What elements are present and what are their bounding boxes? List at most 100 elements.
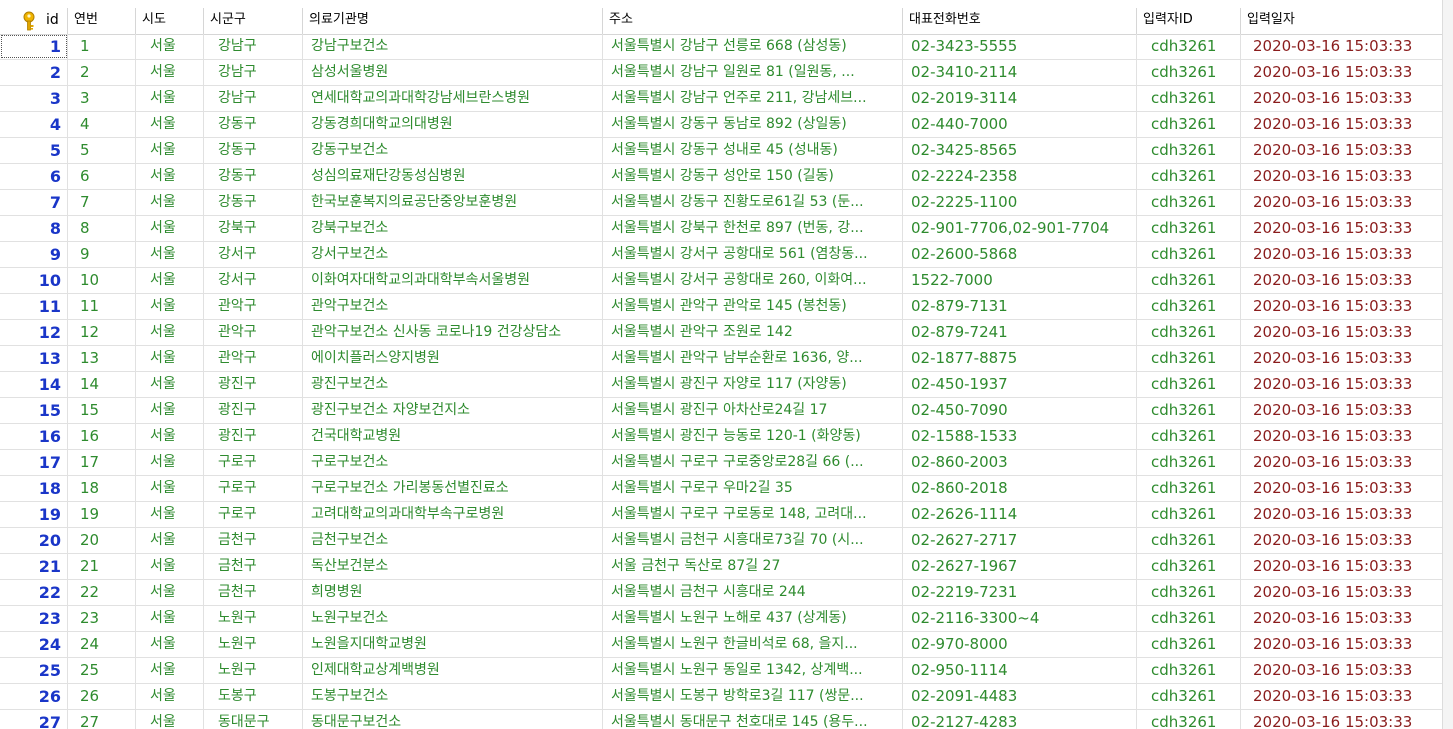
- cell-institution[interactable]: 도봉구보건소: [303, 684, 603, 709]
- cell-sido[interactable]: 서울: [136, 710, 204, 729]
- cell-id[interactable]: 1: [0, 34, 68, 59]
- cell-entry-date[interactable]: 2020-03-16 15:03:33: [1241, 112, 1443, 137]
- cell-sigungu[interactable]: 광진구: [204, 424, 303, 449]
- cell-seq[interactable]: 5: [68, 138, 136, 163]
- cell-seq[interactable]: 26: [68, 684, 136, 709]
- cell-address[interactable]: 서울특별시 강서구 공항대로 260, 이화여...: [603, 268, 903, 293]
- cell-sigungu[interactable]: 노원구: [204, 658, 303, 683]
- cell-address[interactable]: 서울특별시 광진구 자양로 117 (자양동): [603, 372, 903, 397]
- cell-institution[interactable]: 광진구보건소 자양보건지소: [303, 398, 603, 423]
- cell-seq[interactable]: 15: [68, 398, 136, 423]
- table-row[interactable]: 8 8 서울 강북구 강북구보건소 서울특별시 강북구 한천로 897 (번동, 강...…: [0, 216, 1443, 242]
- cell-entry-date[interactable]: 2020-03-16 15:03:33: [1241, 320, 1443, 345]
- cell-sigungu[interactable]: 노원구: [204, 606, 303, 631]
- cell-sigungu[interactable]: 관악구: [204, 346, 303, 371]
- column-header-id[interactable]: id: [0, 8, 68, 34]
- cell-user-id[interactable]: cdh3261: [1137, 34, 1241, 59]
- cell-user-id[interactable]: cdh3261: [1137, 320, 1241, 345]
- cell-phone[interactable]: 02-860-2003: [903, 450, 1137, 475]
- cell-sido[interactable]: 서울: [136, 632, 204, 657]
- cell-institution[interactable]: 건국대학교병원: [303, 424, 603, 449]
- cell-sido[interactable]: 서울: [136, 34, 204, 59]
- cell-sido[interactable]: 서울: [136, 86, 204, 111]
- cell-sido[interactable]: 서울: [136, 658, 204, 683]
- cell-entry-date[interactable]: 2020-03-16 15:03:33: [1241, 346, 1443, 371]
- cell-institution[interactable]: 강북구보건소: [303, 216, 603, 241]
- cell-phone[interactable]: 02-1877-8875: [903, 346, 1137, 371]
- cell-seq[interactable]: 27: [68, 710, 136, 729]
- table-row[interactable]: 21 21 서울 금천구 독산보건분소 서울 금천구 독산로 87길 27 02-2627-…: [0, 554, 1443, 580]
- cell-user-id[interactable]: cdh3261: [1137, 112, 1241, 137]
- cell-phone[interactable]: 02-2600-5868: [903, 242, 1137, 267]
- cell-institution[interactable]: 노원구보건소: [303, 606, 603, 631]
- cell-address[interactable]: 서울특별시 강동구 성안로 150 (길동): [603, 164, 903, 189]
- cell-user-id[interactable]: cdh3261: [1137, 86, 1241, 111]
- cell-id[interactable]: 19: [0, 502, 68, 527]
- cell-seq[interactable]: 19: [68, 502, 136, 527]
- column-header-institution[interactable]: 의료기관명: [303, 8, 603, 34]
- cell-phone[interactable]: 02-450-7090: [903, 398, 1137, 423]
- cell-sido[interactable]: 서울: [136, 138, 204, 163]
- cell-user-id[interactable]: cdh3261: [1137, 294, 1241, 319]
- cell-sido[interactable]: 서울: [136, 112, 204, 137]
- cell-phone[interactable]: 02-2019-3114: [903, 86, 1137, 111]
- cell-user-id[interactable]: cdh3261: [1137, 190, 1241, 215]
- cell-sigungu[interactable]: 강남구: [204, 86, 303, 111]
- table-row[interactable]: 14 14 서울 광진구 광진구보건소 서울특별시 광진구 자양로 117 (자양동) 02…: [0, 372, 1443, 398]
- cell-sigungu[interactable]: 동대문구: [204, 710, 303, 729]
- cell-sigungu[interactable]: 금천구: [204, 580, 303, 605]
- cell-entry-date[interactable]: 2020-03-16 15:03:33: [1241, 372, 1443, 397]
- cell-address[interactable]: 서울특별시 강동구 진황도로61길 53 (둔...: [603, 190, 903, 215]
- cell-sigungu[interactable]: 강남구: [204, 34, 303, 59]
- cell-entry-date[interactable]: 2020-03-16 15:03:33: [1241, 86, 1443, 111]
- cell-seq[interactable]: 9: [68, 242, 136, 267]
- cell-sigungu[interactable]: 광진구: [204, 372, 303, 397]
- cell-sigungu[interactable]: 강남구: [204, 60, 303, 85]
- cell-institution[interactable]: 고려대학교의과대학부속구로병원: [303, 502, 603, 527]
- cell-sigungu[interactable]: 관악구: [204, 294, 303, 319]
- cell-address[interactable]: 서울특별시 노원구 동일로 1342, 상계백...: [603, 658, 903, 683]
- table-row[interactable]: 6 6 서울 강동구 성심의료재단강동성심병원 서울특별시 강동구 성안로 150 (길동…: [0, 164, 1443, 190]
- cell-sido[interactable]: 서울: [136, 424, 204, 449]
- table-row[interactable]: 25 25 서울 노원구 인제대학교상계백병원 서울특별시 노원구 동일로 1342, 상…: [0, 658, 1443, 684]
- cell-sigungu[interactable]: 강서구: [204, 268, 303, 293]
- cell-address[interactable]: 서울특별시 강남구 선릉로 668 (삼성동): [603, 34, 903, 59]
- cell-id[interactable]: 11: [0, 294, 68, 319]
- cell-institution[interactable]: 강동구보건소: [303, 138, 603, 163]
- cell-phone[interactable]: 02-970-8000: [903, 632, 1137, 657]
- cell-seq[interactable]: 11: [68, 294, 136, 319]
- cell-address[interactable]: 서울특별시 도봉구 방학로3길 117 (쌍문...: [603, 684, 903, 709]
- cell-address[interactable]: 서울특별시 구로구 구로동로 148, 고려대...: [603, 502, 903, 527]
- cell-institution[interactable]: 강남구보건소: [303, 34, 603, 59]
- table-row[interactable]: 13 13 서울 관악구 에이치플러스양지병원 서울특별시 관악구 남부순환로 1636,…: [0, 346, 1443, 372]
- cell-sido[interactable]: 서울: [136, 294, 204, 319]
- cell-entry-date[interactable]: 2020-03-16 15:03:33: [1241, 580, 1443, 605]
- cell-address[interactable]: 서울특별시 광진구 아차산로24길 17: [603, 398, 903, 423]
- cell-institution[interactable]: 노원을지대학교병원: [303, 632, 603, 657]
- cell-entry-date[interactable]: 2020-03-16 15:03:33: [1241, 242, 1443, 267]
- cell-id[interactable]: 9: [0, 242, 68, 267]
- cell-seq[interactable]: 7: [68, 190, 136, 215]
- table-row[interactable]: 3 3 서울 강남구 연세대학교의과대학강남세브란스병원 서울특별시 강남구 언주로 21…: [0, 86, 1443, 112]
- cell-id[interactable]: 4: [0, 112, 68, 137]
- cell-id[interactable]: 16: [0, 424, 68, 449]
- cell-address[interactable]: 서울특별시 관악구 조원로 142: [603, 320, 903, 345]
- cell-sido[interactable]: 서울: [136, 268, 204, 293]
- cell-address[interactable]: 서울특별시 강동구 동남로 892 (상일동): [603, 112, 903, 137]
- cell-institution[interactable]: 희명병원: [303, 580, 603, 605]
- cell-sigungu[interactable]: 도봉구: [204, 684, 303, 709]
- cell-sigungu[interactable]: 관악구: [204, 320, 303, 345]
- table-row[interactable]: 19 19 서울 구로구 고려대학교의과대학부속구로병원 서울특별시 구로구 구로동로 1…: [0, 502, 1443, 528]
- table-row[interactable]: 12 12 서울 관악구 관악구보건소 신사동 코로나19 건강상담소 서울특별시 관악구…: [0, 320, 1443, 346]
- cell-sido[interactable]: 서울: [136, 346, 204, 371]
- column-header-seq[interactable]: 연번: [68, 8, 136, 34]
- cell-entry-date[interactable]: 2020-03-16 15:03:33: [1241, 502, 1443, 527]
- cell-seq[interactable]: 16: [68, 424, 136, 449]
- cell-sido[interactable]: 서울: [136, 580, 204, 605]
- cell-phone[interactable]: 1522-7000: [903, 268, 1137, 293]
- cell-institution[interactable]: 에이치플러스양지병원: [303, 346, 603, 371]
- cell-address[interactable]: 서울특별시 구로구 우마2길 35: [603, 476, 903, 501]
- cell-sido[interactable]: 서울: [136, 684, 204, 709]
- cell-id[interactable]: 2: [0, 60, 68, 85]
- cell-entry-date[interactable]: 2020-03-16 15:03:33: [1241, 684, 1443, 709]
